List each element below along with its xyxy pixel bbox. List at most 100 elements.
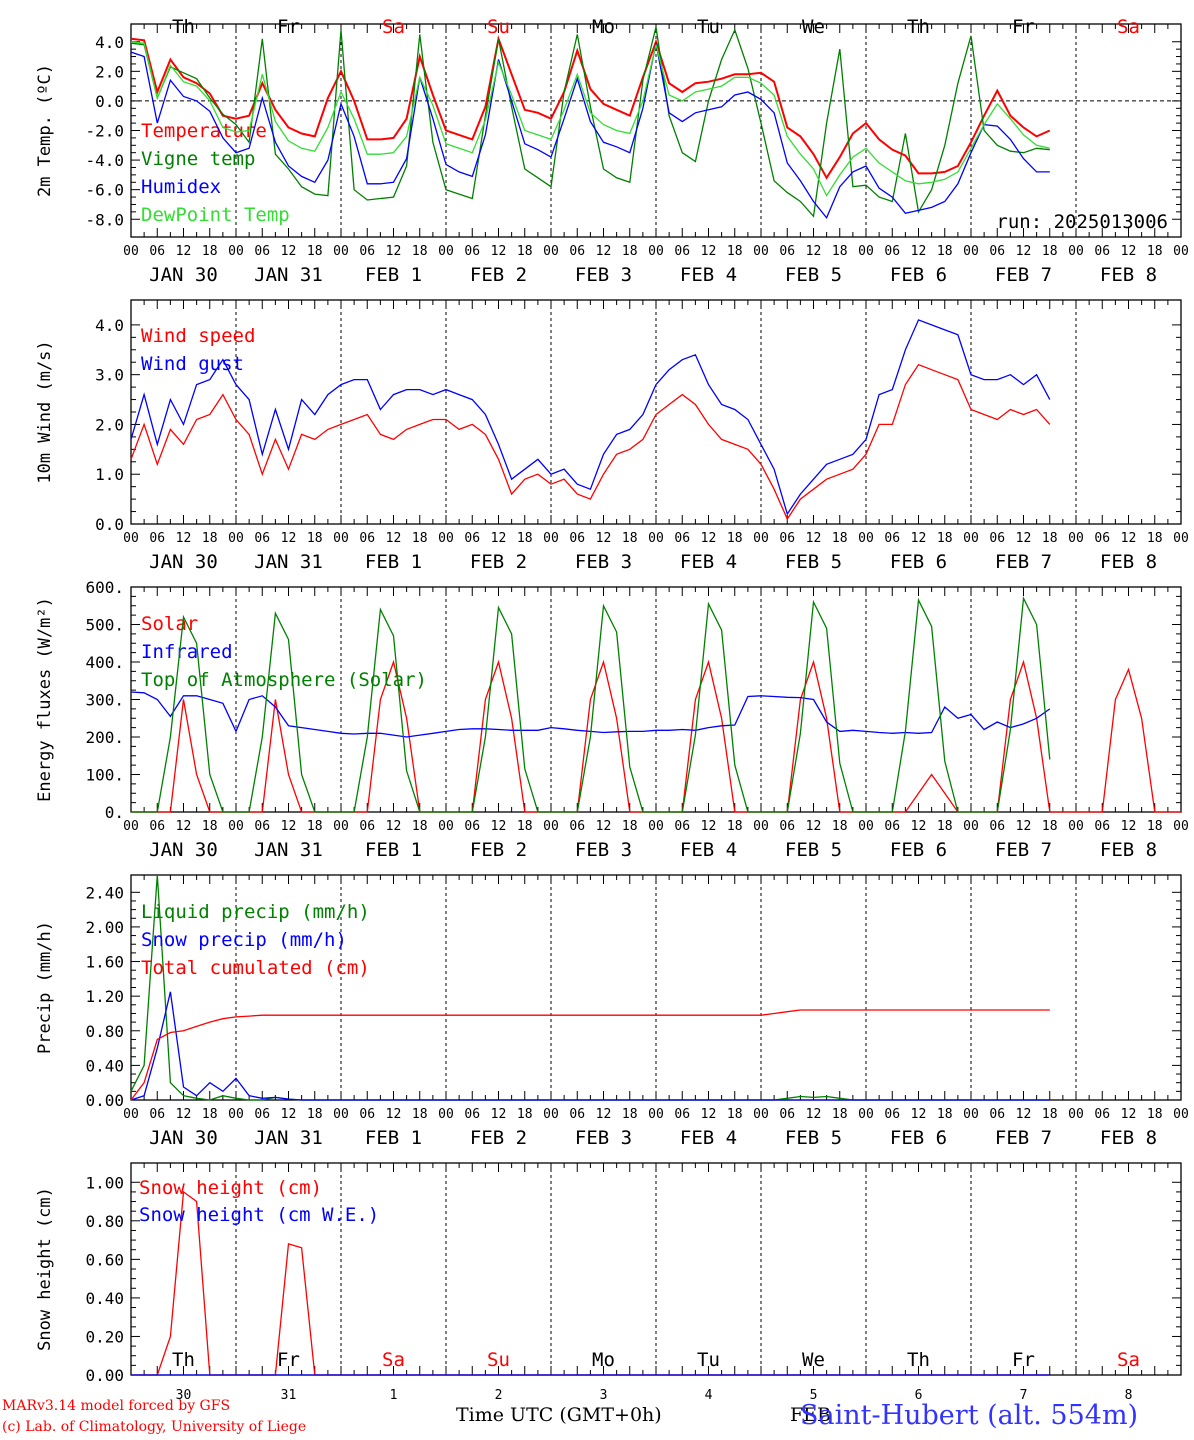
y-tick-label: 2.0 — [95, 62, 124, 81]
y-axis-title: 10m Wind (m/s) — [35, 340, 55, 483]
y-tick-label: -8.0 — [85, 210, 124, 229]
hour-tick-label: 18 — [1042, 531, 1058, 546]
legend-entry: Infrared — [141, 641, 233, 663]
hour-tick-label: 18 — [307, 1107, 323, 1122]
hour-tick-label: 18 — [202, 819, 218, 834]
hour-tick-label: 12 — [176, 531, 192, 546]
date-label: JAN 31 — [254, 839, 323, 861]
hour-tick-label: 00 — [963, 531, 979, 546]
series-line — [131, 595, 1051, 813]
hour-tick-label: 12 — [1121, 244, 1137, 259]
weekday-label: Mo — [592, 16, 615, 38]
hour-tick-label: 00 — [543, 1107, 559, 1122]
stray-month-label: FEB — [790, 1404, 832, 1426]
date-label: FEB 4 — [680, 1127, 737, 1149]
hour-tick-label: 12 — [491, 244, 507, 259]
y-axis-title: Energy fluxes (W/m²) — [35, 597, 55, 802]
hour-tick-label: 06 — [149, 244, 165, 259]
lab-credit: (c) Lab. of Climatology, University of L… — [2, 1419, 307, 1435]
hour-tick-label: 12 — [176, 819, 192, 834]
hour-tick-label: 00 — [963, 244, 979, 259]
hour-tick-label: 18 — [727, 531, 743, 546]
hour-tick-label: 18 — [1147, 244, 1163, 259]
y-tick-label: 100. — [85, 766, 124, 785]
date-label: FEB 5 — [785, 839, 842, 861]
hour-tick-label: 12 — [281, 244, 297, 259]
hour-tick-label: 12 — [911, 531, 927, 546]
weekday-label: Su — [487, 16, 510, 38]
hour-tick-label: 12 — [806, 1107, 822, 1122]
hour-tick-label: 06 — [779, 531, 795, 546]
hour-tick-label: 00 — [543, 244, 559, 259]
hour-tick-label: 06 — [674, 819, 690, 834]
y-tick-label: 0.40 — [85, 1289, 124, 1308]
date-label: FEB 6 — [890, 551, 947, 573]
hour-tick-label: 00 — [1173, 531, 1189, 546]
hour-tick-label: 00 — [123, 1107, 139, 1122]
hour-tick-label: 00 — [228, 244, 244, 259]
hour-tick-label: 00 — [858, 1107, 874, 1122]
date-label: FEB 2 — [470, 264, 527, 286]
y-tick-label: 500. — [85, 616, 124, 635]
hour-tick-label: 12 — [1016, 1107, 1032, 1122]
hour-tick-label: 06 — [1094, 1107, 1110, 1122]
date-label: FEB 7 — [995, 264, 1052, 286]
weekday-label: Sa — [1117, 1349, 1140, 1371]
y-tick-label: 2.0 — [95, 415, 124, 434]
hour-tick-label: 18 — [412, 1107, 428, 1122]
hour-tick-label: 18 — [727, 819, 743, 834]
date-label: JAN 31 — [254, 1127, 323, 1149]
date-label: JAN 30 — [149, 551, 218, 573]
y-tick-label: 0.00 — [85, 1366, 124, 1385]
hour-tick-label: 12 — [596, 531, 612, 546]
hour-tick-label: 00 — [1173, 244, 1189, 259]
hour-tick-label: 00 — [753, 531, 769, 546]
hour-tick-label: 00 — [648, 244, 664, 259]
hour-tick-label: 06 — [569, 531, 585, 546]
hour-tick-label: 18 — [622, 819, 638, 834]
weekday-label: Fr — [1012, 1349, 1035, 1371]
day-number-label: 31 — [281, 1388, 297, 1403]
y-tick-label: -6.0 — [85, 181, 124, 200]
day-number-label: 7 — [1020, 1388, 1028, 1403]
hour-tick-label: 00 — [753, 1107, 769, 1122]
legend-entry: Snow precip (mm/h) — [141, 929, 347, 951]
day-number-label: 5 — [810, 1388, 818, 1403]
weekday-label: We — [802, 16, 825, 38]
weekday-label: Mo — [592, 1349, 615, 1371]
hour-tick-label: 00 — [228, 531, 244, 546]
date-label: FEB 3 — [575, 264, 632, 286]
hour-tick-label: 06 — [1094, 819, 1110, 834]
hour-tick-label: 06 — [254, 244, 270, 259]
y-tick-label: 2.40 — [85, 883, 124, 902]
weekday-label: Tu — [697, 1349, 720, 1371]
hour-tick-label: 12 — [1121, 531, 1137, 546]
run-annotation: run: 2025013006 — [996, 211, 1168, 233]
day-number-label: 3 — [600, 1388, 608, 1403]
hour-tick-label: 06 — [149, 1107, 165, 1122]
x-axis-title: Time UTC (GMT+0h) — [456, 1404, 662, 1426]
y-tick-label: 600. — [85, 578, 124, 597]
y-tick-label: 300. — [85, 691, 124, 710]
hour-tick-label: 00 — [753, 244, 769, 259]
hour-tick-label: 18 — [412, 244, 428, 259]
hour-tick-label: 12 — [911, 819, 927, 834]
hour-tick-label: 00 — [648, 819, 664, 834]
hour-tick-label: 12 — [386, 244, 402, 259]
series-line — [130, 41, 1050, 197]
hour-tick-label: 06 — [1094, 244, 1110, 259]
weekday-label: Th — [907, 1349, 930, 1371]
y-tick-label: 0.00 — [85, 1091, 124, 1110]
hour-tick-label: 18 — [1042, 819, 1058, 834]
date-label: JAN 30 — [149, 1127, 218, 1149]
hour-tick-label: 18 — [937, 531, 953, 546]
hour-tick-label: 06 — [464, 819, 480, 834]
hour-tick-label: 06 — [464, 244, 480, 259]
date-label: JAN 31 — [254, 551, 323, 573]
hour-tick-label: 00 — [438, 244, 454, 259]
series-line — [130, 991, 1050, 1101]
hour-tick-label: 00 — [963, 819, 979, 834]
hour-tick-label: 12 — [596, 244, 612, 259]
y-axis-title: Snow height (cm) — [35, 1187, 55, 1351]
